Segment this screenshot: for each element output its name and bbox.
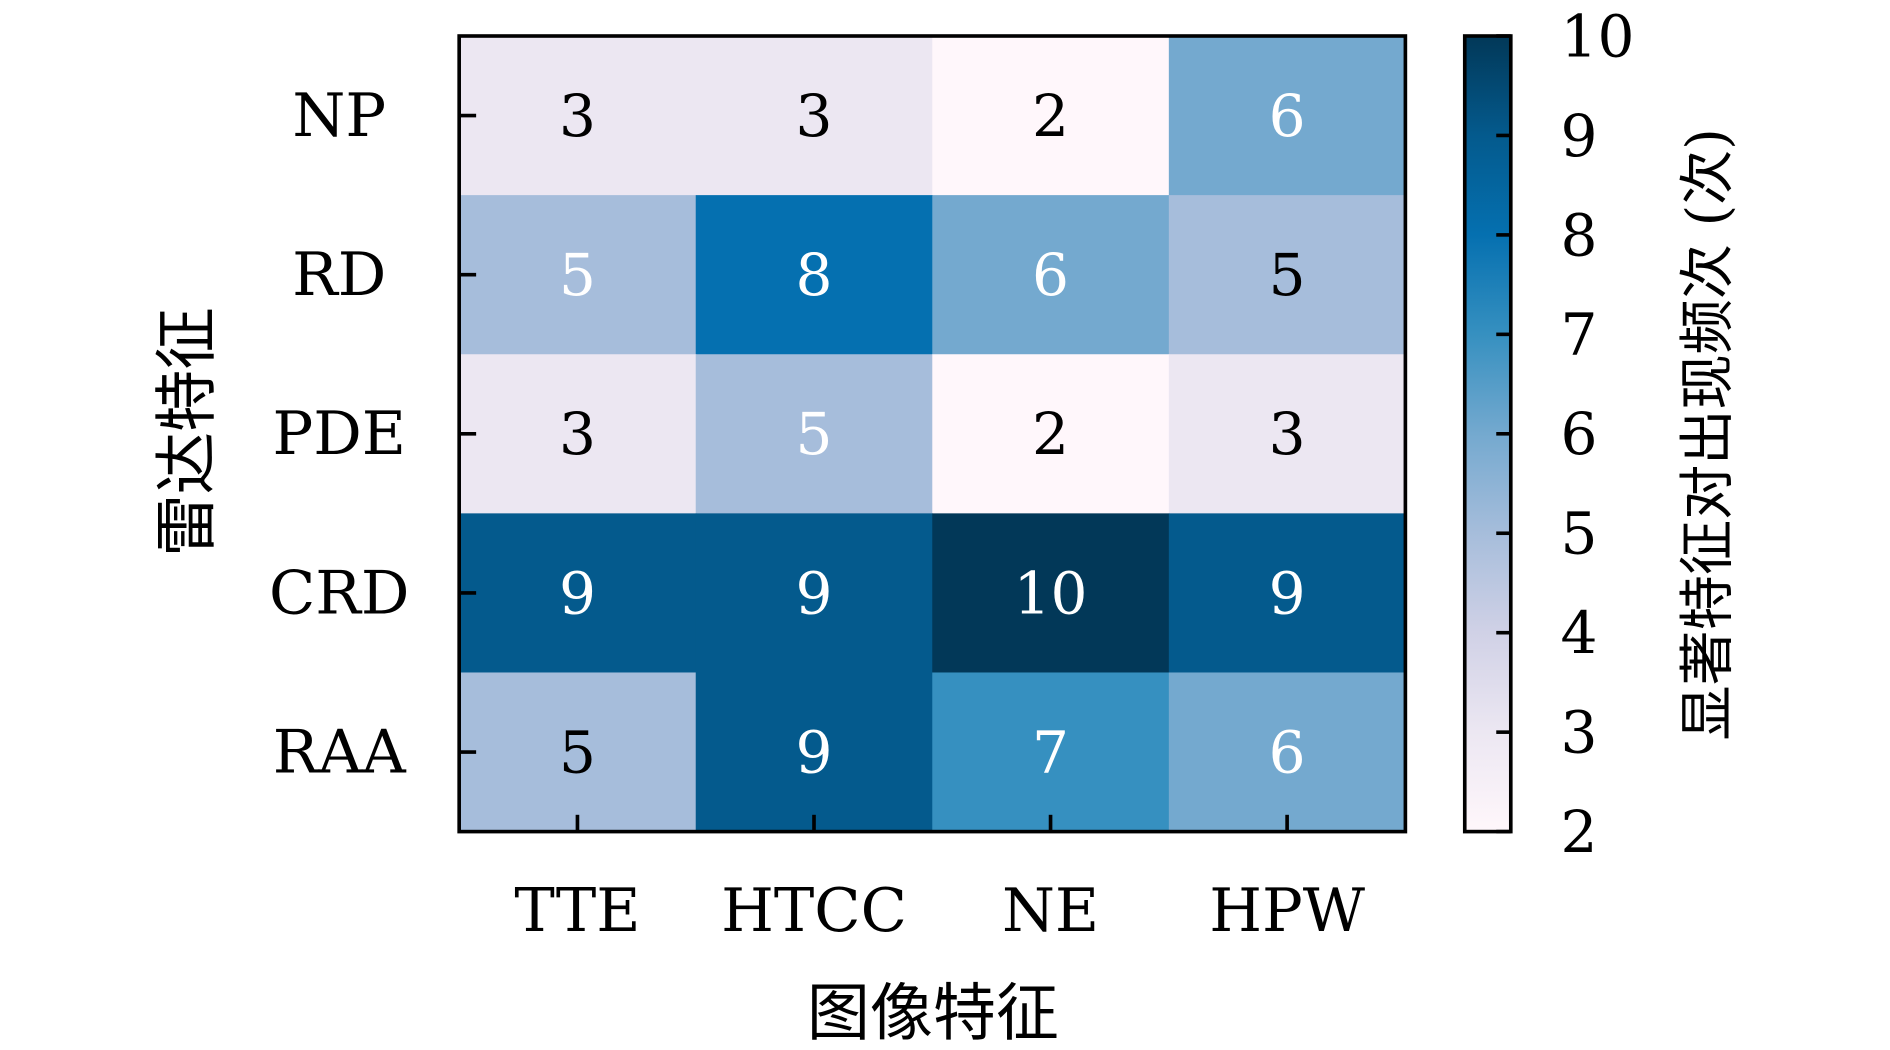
y-tick-label: RAA xyxy=(273,718,408,788)
cell-annotation: 2 xyxy=(1032,82,1069,150)
heatmap-cell xyxy=(1168,672,1406,833)
colorbar-tick-label: 9 xyxy=(1560,102,1597,170)
heatmap-cell xyxy=(695,513,933,674)
heatmap-cell xyxy=(459,513,697,674)
colorbar-tick-label: 4 xyxy=(1560,599,1597,667)
cell-annotation: 3 xyxy=(559,82,596,150)
heatmap-cells xyxy=(459,36,1406,833)
heatmap-cell xyxy=(1168,354,1406,514)
cell-annotation: 6 xyxy=(1269,719,1306,787)
heatmap-cell xyxy=(1168,36,1406,196)
y-tick-label: CRD xyxy=(269,559,409,629)
colorbar-tick-label: 10 xyxy=(1560,3,1634,71)
y-tick-label: PDE xyxy=(272,399,406,469)
cell-annotation: 9 xyxy=(796,560,833,628)
heatmap-cell xyxy=(695,36,933,196)
heatmap-cell xyxy=(695,354,933,514)
cell-annotation: 5 xyxy=(559,719,596,787)
heatmap-cell xyxy=(932,672,1170,833)
heatmap-cell xyxy=(459,36,697,196)
x-tick-label: NE xyxy=(1002,876,1099,946)
cell-annotations: 3 3 2 6 5 8 6 5 3 5 2 3 9 9 10 9 5 9 7 6 xyxy=(559,82,1306,786)
y-axis: NP RD PDE CRD RAA xyxy=(269,81,477,788)
cell-annotation: 9 xyxy=(559,560,596,628)
colorbar-tick-label: 8 xyxy=(1560,202,1597,270)
x-axis: TTE HTCC NE HPW xyxy=(514,814,1365,946)
heatmap-cell xyxy=(459,354,697,514)
cell-annotation: 9 xyxy=(1269,560,1306,628)
cell-annotation: 6 xyxy=(1032,241,1069,309)
heatmap-cell xyxy=(1168,195,1406,355)
colorbar-label: 显著特征对出现频次 (次) xyxy=(1676,128,1740,740)
heatmap-cell xyxy=(695,672,933,833)
heatmap-cell xyxy=(695,195,933,355)
heatmap-cell xyxy=(932,354,1170,514)
cell-annotation: 3 xyxy=(796,82,833,150)
y-tick-label: RD xyxy=(292,240,386,310)
colorbar-tick-label: 7 xyxy=(1560,301,1597,369)
y-tick-label: NP xyxy=(292,81,386,151)
x-tick-label: HTCC xyxy=(721,876,907,946)
cell-annotation: 3 xyxy=(559,400,596,468)
x-axis-label: 图像特征 xyxy=(807,977,1059,1050)
cell-annotation: 10 xyxy=(1014,560,1088,628)
cell-annotation: 9 xyxy=(796,719,833,787)
heatmap-cell xyxy=(932,36,1170,196)
cell-annotation: 5 xyxy=(796,400,833,468)
heatmap-cell xyxy=(459,672,697,833)
x-tick-label: HPW xyxy=(1209,876,1365,946)
cell-annotation: 2 xyxy=(1032,400,1069,468)
colorbar-ticks: 2 3 4 5 6 7 8 9 10 xyxy=(1496,3,1634,866)
colorbar-tick-label: 3 xyxy=(1560,699,1597,767)
cell-annotation: 5 xyxy=(559,241,596,309)
colorbar-tick-label: 2 xyxy=(1560,798,1597,866)
cell-annotation: 3 xyxy=(1269,400,1306,468)
colorbar-tick-label: 6 xyxy=(1560,400,1597,468)
heatmap-cell xyxy=(932,195,1170,355)
cell-annotation: 6 xyxy=(1269,82,1306,150)
heatmap-cell xyxy=(932,513,1170,674)
heatmap-cell xyxy=(459,195,697,355)
colorbar-tick-label: 5 xyxy=(1560,500,1597,568)
x-tick-label: TTE xyxy=(514,876,640,946)
y-axis-label: 雷达特征 xyxy=(150,307,223,557)
cell-annotation: 7 xyxy=(1032,719,1069,787)
cell-annotation: 5 xyxy=(1269,241,1306,309)
cell-annotation: 8 xyxy=(796,241,833,309)
heatmap-cell xyxy=(1168,513,1406,674)
